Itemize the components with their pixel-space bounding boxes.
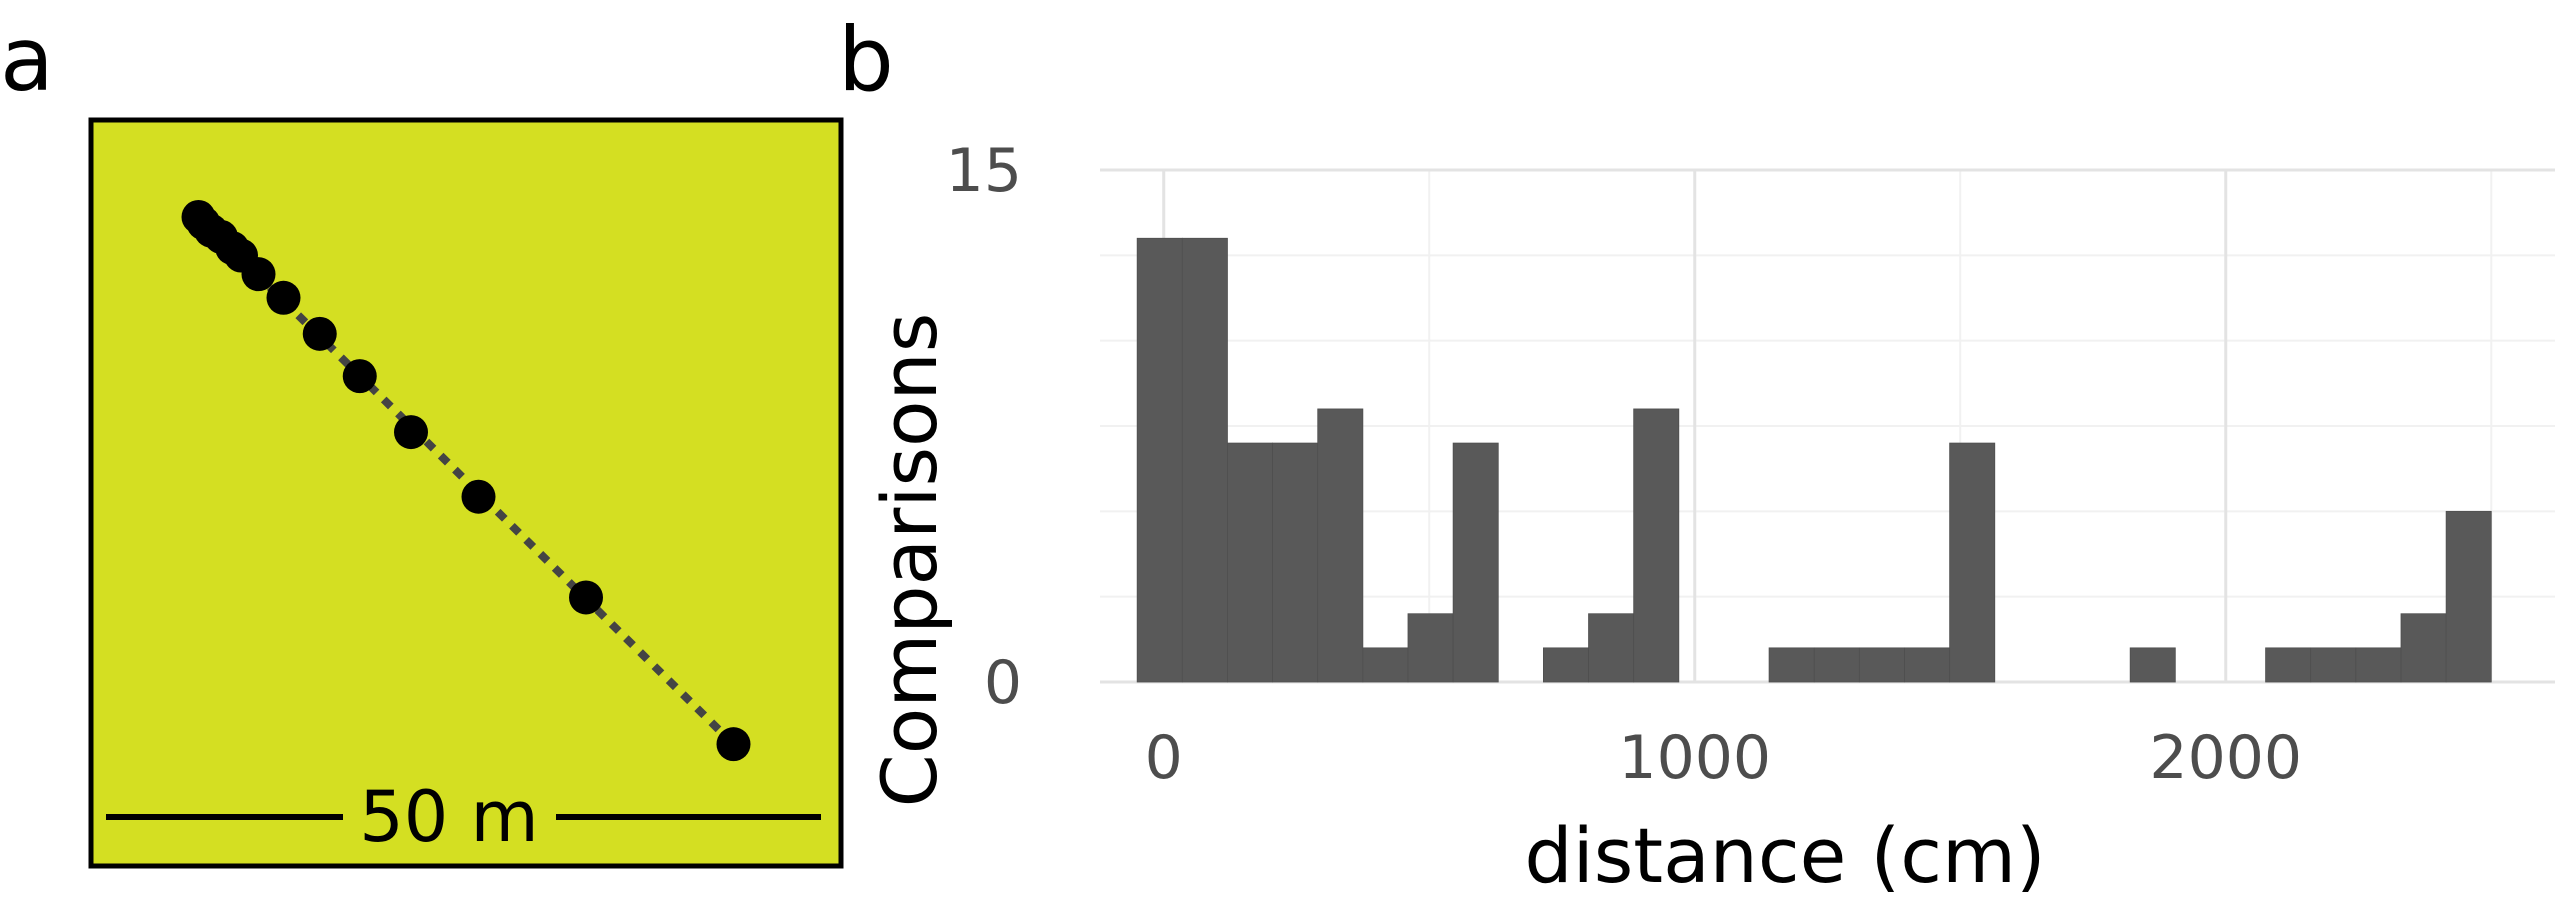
x-tick-labels: 0 1000 2000 [1145, 723, 2302, 793]
panel-b-letter: b [838, 8, 894, 111]
transect-point [342, 359, 377, 394]
transect-point [302, 316, 337, 351]
x-axis-title: distance (cm) [1524, 811, 2045, 900]
transect-point [266, 280, 301, 315]
y-tick-label: 0 [984, 648, 1022, 718]
histogram-bar [2310, 647, 2357, 683]
x-tick-label: 1000 [1618, 723, 1771, 793]
histogram-bar [1407, 613, 1454, 683]
histogram-bar [1543, 647, 1589, 683]
histogram-bar [1272, 442, 1319, 683]
y-tick-label: 15 [946, 136, 1022, 206]
x-tick-label: 0 [1145, 723, 1183, 793]
histogram-bar [1858, 647, 1905, 683]
histogram-bar [1181, 237, 1228, 683]
transect-point [716, 727, 751, 762]
y-tick-labels: 0 15 [946, 136, 1022, 718]
y-axis-title: Comparisons [865, 313, 954, 808]
panel-a-letter: a [0, 8, 54, 111]
transect-point [569, 580, 603, 615]
histogram-bar [1813, 647, 1860, 683]
transect-points [181, 199, 751, 762]
histogram-bar [1136, 237, 1183, 683]
histogram-bar [1633, 408, 1680, 683]
histogram-bar [1768, 647, 1815, 683]
panel-a: 50 m [88, 117, 844, 869]
histogram-bar [2265, 647, 2312, 683]
histogram-bar [2129, 647, 2176, 683]
x-tick-label: 2000 [2149, 723, 2302, 793]
histogram-bar [1452, 442, 1499, 683]
histogram-bar [1904, 647, 1951, 683]
transect-point [461, 479, 496, 514]
histogram-bar [2400, 613, 2447, 683]
histogram-bar [1227, 442, 1273, 683]
transect-point [241, 257, 276, 292]
histogram-bar [1317, 408, 1364, 683]
scale-bar-label: 50 m [359, 776, 539, 858]
transect-point [394, 415, 428, 450]
histogram-bar [1949, 442, 1996, 683]
panel-b: 0 15 0 1000 2000 Comparisons distance (cm) [865, 136, 2555, 900]
histogram-bar [2355, 647, 2402, 683]
histogram-bar [1362, 647, 1409, 683]
histogram-bars [1136, 237, 2492, 683]
histogram-bar [1588, 613, 1635, 683]
histogram-bar [2445, 510, 2492, 683]
